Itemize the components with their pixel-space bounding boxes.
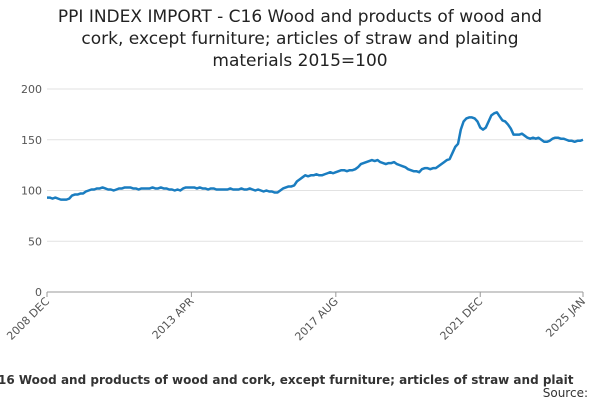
x-tick-label: 2013 APR — [150, 295, 197, 342]
x-tick-label: 2021 DEC — [438, 295, 486, 343]
y-tick-label: 0 — [35, 286, 42, 299]
y-tick-label: 150 — [21, 134, 42, 147]
source: Source: — [543, 386, 588, 400]
x-tick-label: 2017 AUG — [292, 295, 341, 344]
legend-label: 16 Wood and products of wood and cork, e… — [0, 373, 574, 387]
x-tick-label: 2008 DEC — [4, 295, 52, 343]
y-tick-label: 50 — [28, 235, 42, 248]
data-line — [47, 111, 584, 201]
x-tick-label: 2025 JAN — [543, 295, 588, 340]
chart-title: materials 2015=100 — [212, 51, 387, 71]
y-tick-label: 200 — [21, 83, 42, 96]
chart-title: PPI INDEX IMPORT - C16 Wood and products… — [58, 7, 542, 27]
chart-title: cork, except furniture; articles of stra… — [81, 29, 518, 49]
y-tick-label: 100 — [21, 185, 42, 198]
